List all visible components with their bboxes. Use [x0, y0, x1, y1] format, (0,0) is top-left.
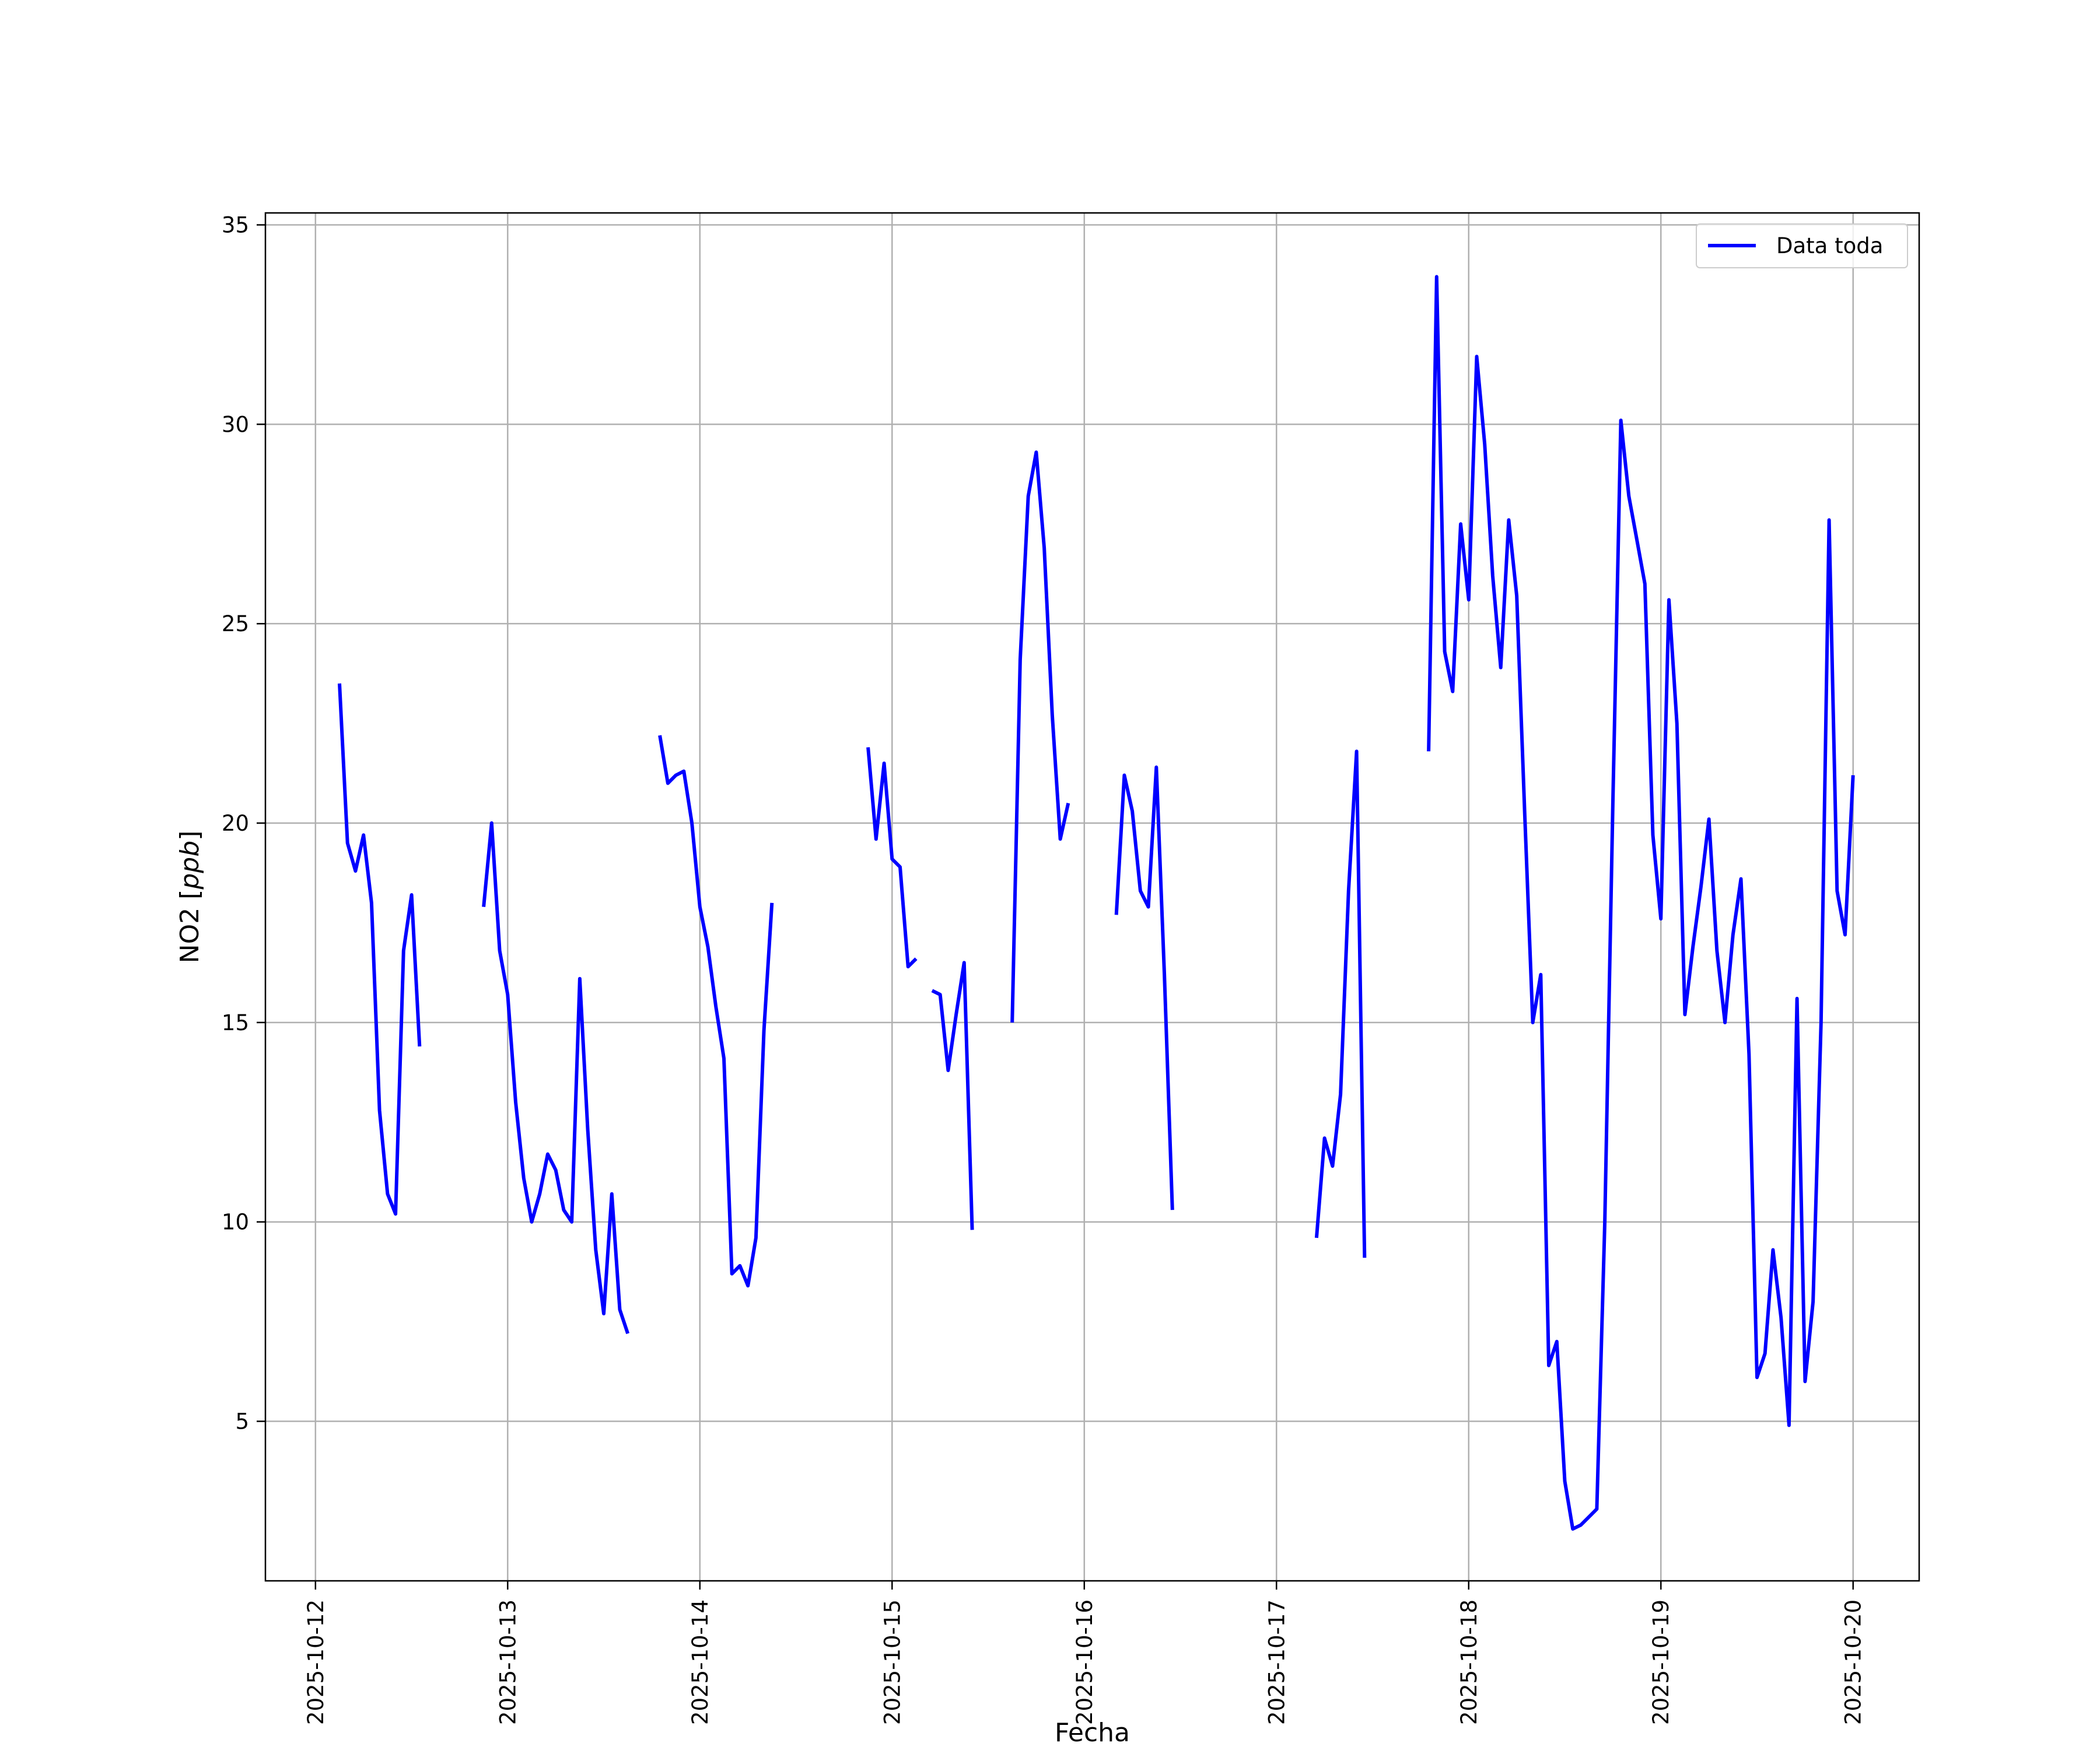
x-tick-label: 2025-10-19 [1648, 1600, 1674, 1725]
legend: Data toda [1696, 223, 1908, 268]
x-tick-label: 2025-10-17 [1264, 1600, 1289, 1725]
y-axis-label-suffix: ] [175, 831, 205, 841]
plot-frame [264, 212, 1920, 1582]
series-line-segment [931, 961, 974, 1230]
y-tick-label: 35 [222, 213, 249, 238]
series-line-segment [1427, 275, 1855, 1531]
y-axis-label: NO2 [ppb] [175, 831, 205, 964]
series-line-segment [482, 821, 630, 1335]
legend-label: Data toda [1776, 233, 1883, 258]
series-line-segment [1010, 450, 1070, 1023]
y-tick-label: 15 [222, 1010, 249, 1035]
y-axis-label-prefix: NO2 [ [175, 890, 205, 964]
series-line-segment [866, 747, 918, 969]
y-tick-label: 5 [235, 1409, 249, 1434]
legend-box [1696, 223, 1908, 268]
x-tick-label: 2025-10-16 [1072, 1600, 1097, 1725]
y-axis: 5 10 15 20 25 30 35 [222, 213, 265, 1434]
series-line-segment [338, 683, 422, 1216]
x-tick-label: 2025-10-13 [495, 1600, 520, 1725]
series-line-segment [658, 735, 774, 1288]
x-tick-label: 2025-10-14 [688, 1600, 713, 1725]
x-axis: 2025-10-12 2025-10-13 2025-10-14 2025-10-15… [303, 1581, 1866, 1725]
x-tick-label: 2025-10-15 [880, 1600, 905, 1725]
y-tick-label: 30 [222, 412, 249, 437]
x-tick-label: 2025-10-18 [1457, 1600, 1482, 1725]
y-axis-label-unit: ppb [175, 841, 205, 890]
series-data-toda [338, 275, 1855, 1531]
grid [265, 213, 1919, 1581]
series-line-segment [1314, 750, 1367, 1258]
y-tick-label: 10 [222, 1210, 249, 1235]
x-tick-label: 2025-10-20 [1841, 1600, 1866, 1725]
y-tick-label: 20 [222, 811, 249, 836]
y-tick-label: 25 [222, 611, 249, 636]
x-tick-label: 2025-10-12 [303, 1600, 328, 1725]
series-line-segment [1114, 765, 1174, 1210]
x-axis-label: Fecha [1055, 1718, 1130, 1748]
